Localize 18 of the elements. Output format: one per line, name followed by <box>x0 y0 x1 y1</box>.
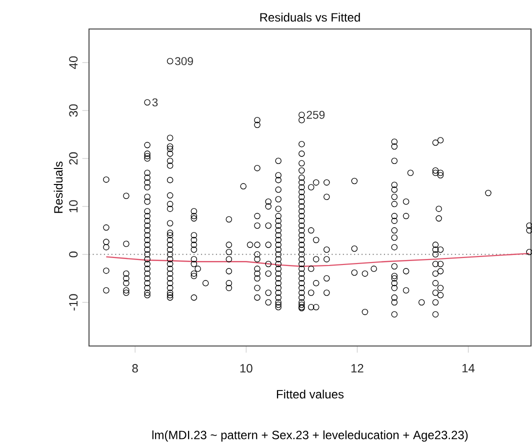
chart-title: Residuals vs Fitted <box>260 12 360 22</box>
x-tick-label: 14 <box>462 364 475 372</box>
line-series <box>106 252 530 267</box>
text: lm(MDI.23 ~ pattern + Sex.23 + leveleducation + Age23.23) <box>152 430 468 442</box>
y-tick-label: 20 <box>69 152 78 165</box>
y-tick-label: 0 <box>69 252 78 258</box>
x-tick-label: 12 <box>351 364 364 372</box>
annotation: 309 <box>175 57 193 66</box>
annotation: 259 <box>306 110 325 119</box>
y-tick-label: 10 <box>69 200 78 212</box>
x-axis-title: Fitted values <box>276 390 344 399</box>
y-tick-label: -10 <box>69 294 78 310</box>
annotation: 3 <box>152 98 158 106</box>
y-tick-label: 30 <box>69 104 78 117</box>
x-tick-label: 8 <box>132 364 138 373</box>
x-tick-label: 10 <box>240 364 252 373</box>
y-tick-label: 40 <box>69 56 78 69</box>
y-axis-title: Residuals <box>54 162 63 213</box>
